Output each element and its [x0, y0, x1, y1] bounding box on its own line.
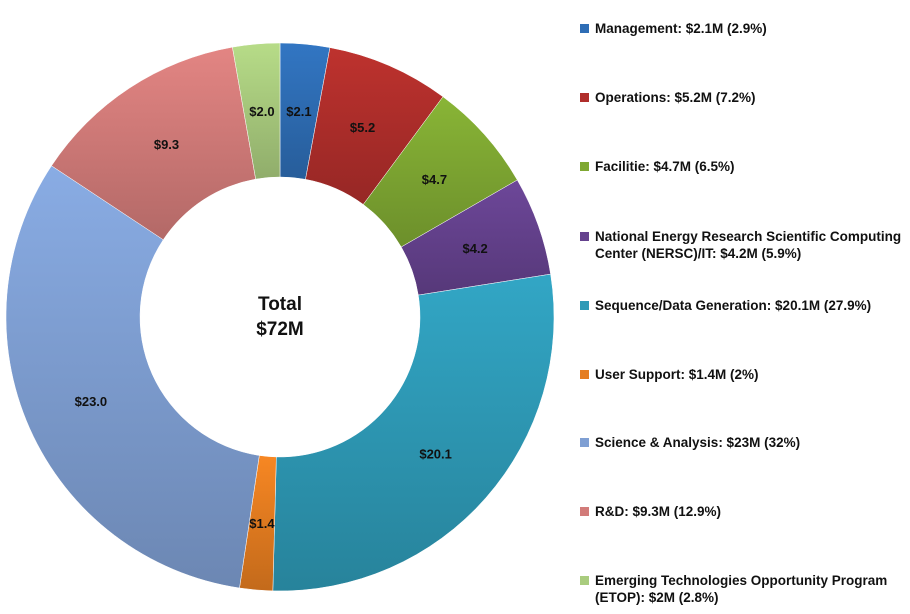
slice-label-0: $2.1 — [286, 104, 311, 119]
legend-label-8: Emerging Technologies Opportunity Progra… — [595, 573, 888, 605]
legend-swatch-6 — [580, 438, 589, 447]
legend-item-7: R&D: $9.3M (12.9%) — [580, 503, 905, 520]
legend-swatch-0 — [580, 24, 589, 33]
donut-chart: $2.1 $5.2 $4.7 $4.2 $20.1 $1.4 $23.0 $9.3 $2.0 T… — [5, 42, 555, 592]
legend-label-5: User Support: $1.4M (2%) — [595, 367, 759, 382]
legend-item-6: Science & Analysis: $23M (32%) — [580, 434, 905, 451]
center-label-total: Total — [258, 294, 302, 315]
slice-label-5: $1.4 — [249, 516, 275, 531]
legend-label-4: Sequence/Data Generation: $20.1M (27.9%) — [595, 298, 872, 313]
legend-swatch-5 — [580, 370, 589, 379]
legend-label-1: Operations: $5.2M (7.2%) — [595, 90, 756, 105]
slice-label-2: $4.7 — [422, 172, 447, 187]
slice-label-6: $23.0 — [75, 394, 108, 409]
center-label-amount: $72M — [256, 319, 304, 340]
legend-label-7: R&D: $9.3M (12.9%) — [595, 504, 722, 519]
legend-item-8: Emerging Technologies Opportunity Progra… — [580, 572, 905, 606]
legend-item-2: Facilitie: $4.7M (6.5%) — [580, 158, 905, 175]
legend-label-3: National Energy Research Scientific Comp… — [595, 229, 902, 261]
legend-swatch-8 — [580, 576, 589, 585]
legend-swatch-4 — [580, 301, 589, 310]
slice-labels-group: $2.1 $5.2 $4.7 $4.2 $20.1 $1.4 $23.0 $9.3 $2.0 — [75, 104, 488, 531]
legend-swatch-1 — [580, 93, 589, 102]
legend-item-0: Management: $2.1M (2.9%) — [580, 20, 905, 37]
slice-label-3: $4.2 — [462, 241, 487, 256]
slice-7 — [51, 46, 256, 241]
legend-item-3: National Energy Research Scientific Comp… — [580, 228, 905, 262]
legend-swatch-3 — [580, 232, 589, 241]
legend-swatch-2 — [580, 162, 589, 171]
slice-label-8: $2.0 — [249, 104, 274, 119]
slices-group — [5, 42, 555, 592]
legend-item-4: Sequence/Data Generation: $20.1M (27.9%) — [580, 297, 905, 314]
slice-4 — [272, 273, 555, 592]
legend-swatch-7 — [580, 507, 589, 516]
legend-item-1: Operations: $5.2M (7.2%) — [580, 89, 905, 106]
slice-6 — [5, 165, 260, 589]
legend-label-0: Management: $2.1M (2.9%) — [595, 21, 767, 36]
slice-8 — [232, 42, 281, 180]
legend-label-6: Science & Analysis: $23M (32%) — [595, 435, 801, 450]
slice-label-1: $5.2 — [350, 120, 375, 135]
legend-label-2: Facilitie: $4.7M (6.5%) — [595, 159, 735, 174]
slice-label-7: $9.3 — [154, 137, 179, 152]
slice-label-4: $20.1 — [419, 446, 452, 461]
legend-item-5: User Support: $1.4M (2%) — [580, 366, 905, 383]
